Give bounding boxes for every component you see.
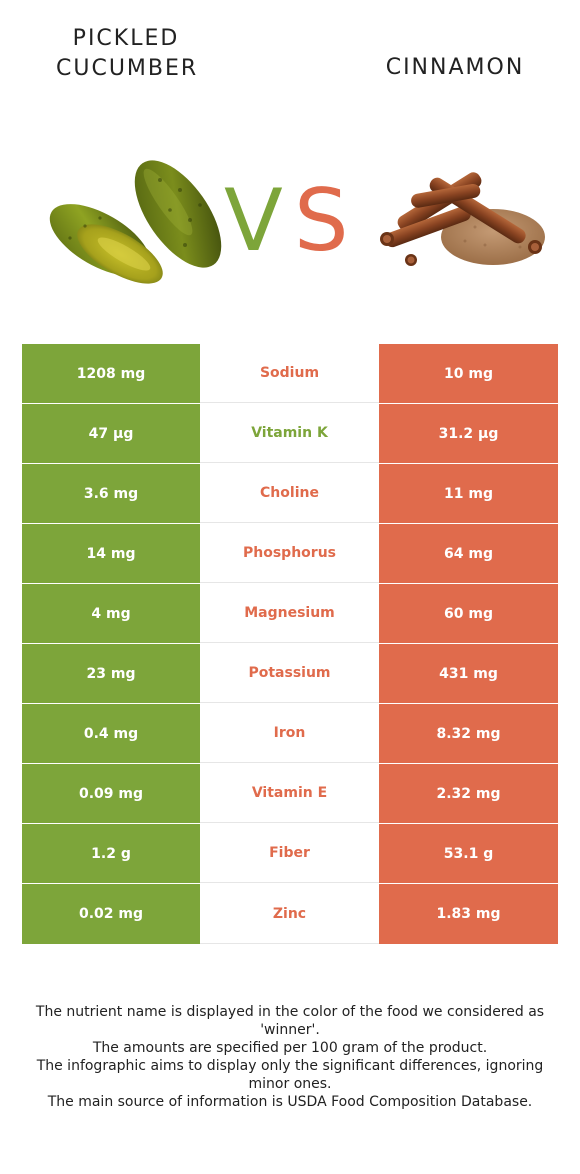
right-value: 8.32 mg — [379, 704, 558, 763]
left-value: 3.6 mg — [22, 464, 200, 523]
left-value: 1208 mg — [22, 344, 200, 403]
nutrient-name: Phosphorus — [200, 524, 379, 583]
right-value: 10 mg — [379, 344, 558, 403]
left-value: 23 mg — [22, 644, 200, 703]
right-value: 2.32 mg — [379, 764, 558, 823]
table-row: 3.6 mg Choline 11 mg — [22, 464, 558, 524]
nutrient-table: 1208 mg Sodium 10 mg 47 µg Vitamin K 31.2 µg 3… — [22, 344, 558, 944]
right-value: 1.83 mg — [379, 884, 558, 944]
left-value: 0.4 mg — [22, 704, 200, 763]
footer-notes: The nutrient name is displayed in the co… — [20, 1003, 560, 1111]
left-value: 14 mg — [22, 524, 200, 583]
left-value: 4 mg — [22, 584, 200, 643]
left-value: 1.2 g — [22, 824, 200, 883]
right-value: 31.2 µg — [379, 404, 558, 463]
table-row: 47 µg Vitamin K 31.2 µg — [22, 404, 558, 464]
right-value: 11 mg — [379, 464, 558, 523]
right-value: 53.1 g — [379, 824, 558, 883]
nutrient-name: Choline — [200, 464, 379, 523]
left-value: 47 µg — [22, 404, 200, 463]
nutrient-name: Sodium — [200, 344, 379, 403]
table-row: 1.2 g Fiber 53.1 g — [22, 824, 558, 884]
nutrient-name: Vitamin K — [200, 404, 379, 463]
right-food-title: CINNAMON — [385, 55, 525, 80]
right-value: 431 mg — [379, 644, 558, 703]
nutrient-name: Vitamin E — [200, 764, 379, 823]
table-row: 1208 mg Sodium 10 mg — [22, 344, 558, 404]
nutrient-name: Fiber — [200, 824, 379, 883]
table-row: 0.4 mg Iron 8.32 mg — [22, 704, 558, 764]
right-value: 64 mg — [379, 524, 558, 583]
table-row: 23 mg Potassium 431 mg — [22, 644, 558, 704]
left-food-title: PICKLED CUCUMBER — [56, 26, 199, 81]
left-value: 0.02 mg — [22, 884, 200, 944]
right-value: 60 mg — [379, 584, 558, 643]
nutrient-name: Magnesium — [200, 584, 379, 643]
footer-line-1: The nutrient name is displayed in the co… — [35, 1004, 545, 1038]
left-value: 0.09 mg — [22, 764, 200, 823]
table-row: 0.02 mg Zinc 1.83 mg — [22, 884, 558, 944]
footer-line-2: The amounts are specified per 100 gram o… — [92, 1040, 488, 1056]
nutrient-name: Zinc — [200, 884, 379, 944]
vs-label: V S — [224, 171, 349, 260]
vs-left-letter: V — [224, 171, 283, 260]
nutrient-name: Potassium — [200, 644, 379, 703]
vs-right-letter: S — [294, 171, 349, 260]
footer-line-3: The infographic aims to display only the… — [36, 1058, 544, 1092]
pickled-cucumber-icon — [49, 160, 222, 284]
table-row: 0.09 mg Vitamin E 2.32 mg — [22, 764, 558, 824]
table-row: 14 mg Phosphorus 64 mg — [22, 524, 558, 584]
table-row: 4 mg Magnesium 60 mg — [22, 584, 558, 644]
nutrient-name: Iron — [200, 704, 379, 763]
footer-line-4: The main source of information is USDA F… — [47, 1094, 533, 1110]
cinnamon-icon — [380, 172, 545, 266]
